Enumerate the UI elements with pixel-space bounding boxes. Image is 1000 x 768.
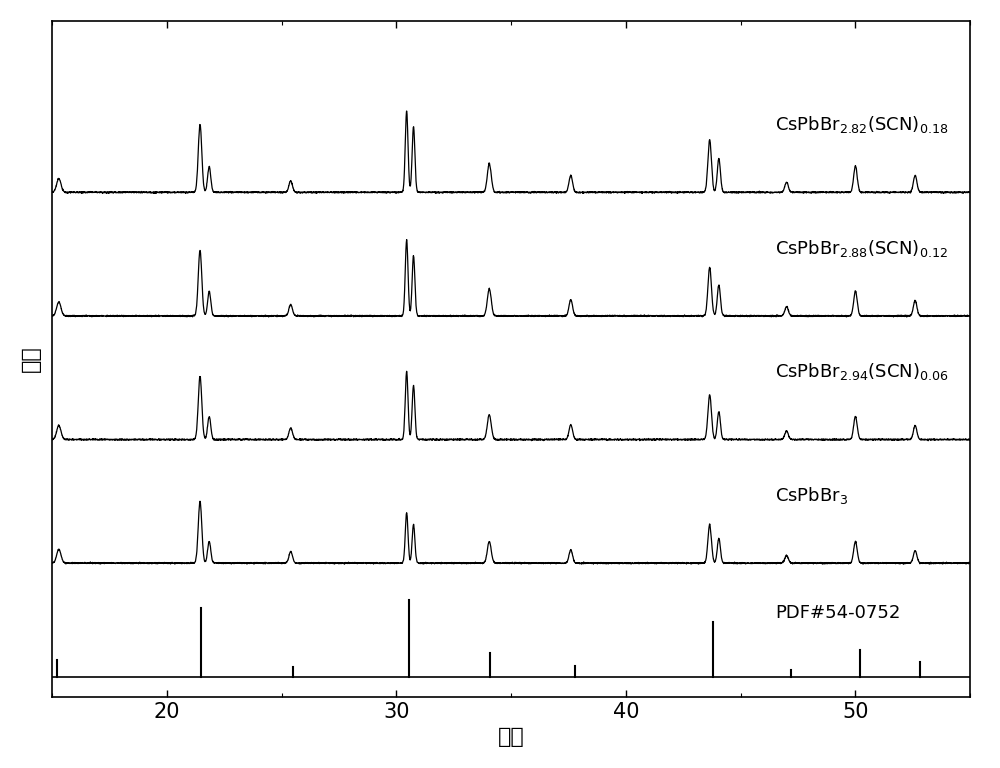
Y-axis label: 强度: 强度 xyxy=(21,346,41,372)
Text: CsPbBr$_{2.94}$(SCN)$_{0.06}$: CsPbBr$_{2.94}$(SCN)$_{0.06}$ xyxy=(775,362,949,382)
Text: CsPbBr$_{2.88}$(SCN)$_{0.12}$: CsPbBr$_{2.88}$(SCN)$_{0.12}$ xyxy=(775,238,948,259)
Text: CsPbBr$_{3}$: CsPbBr$_{3}$ xyxy=(775,485,848,506)
Text: CsPbBr$_{2.82}$(SCN)$_{0.18}$: CsPbBr$_{2.82}$(SCN)$_{0.18}$ xyxy=(775,114,948,135)
X-axis label: 角度: 角度 xyxy=(498,727,524,747)
Text: PDF#54-0752: PDF#54-0752 xyxy=(775,604,900,622)
